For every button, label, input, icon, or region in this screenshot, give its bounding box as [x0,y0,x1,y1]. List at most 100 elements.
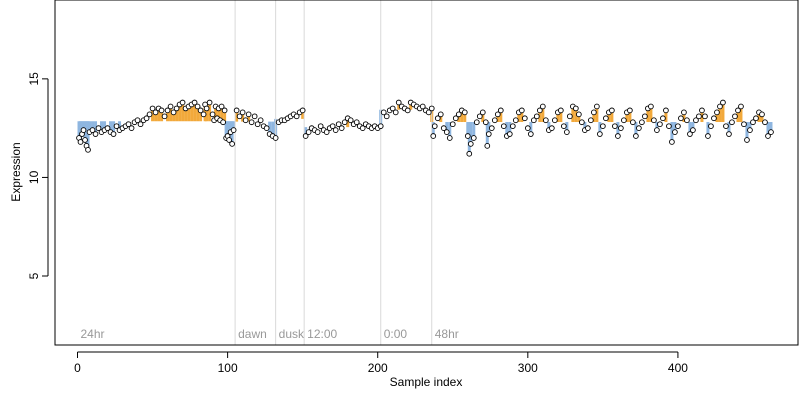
deviation-bar [193,102,197,122]
data-point [161,113,168,120]
deviation-bar [664,110,668,123]
data-point [693,117,699,124]
x-tick-label: 200 [368,361,388,375]
deviation-bar [706,122,710,137]
data-point [738,103,744,110]
data-point [717,103,723,110]
data-point [597,131,603,137]
data-point [338,125,345,131]
data-point [506,131,513,137]
data-point [461,109,468,116]
data-point [744,137,750,143]
data-point [137,121,144,128]
data-point [473,119,480,126]
data-point [332,127,339,133]
data-point [750,119,756,126]
deviation-bar [739,106,743,123]
deviation-bar [88,121,92,133]
deviation-bar [646,108,650,123]
data-point [158,107,165,114]
data-point [466,150,473,157]
data-point [720,99,726,106]
data-point [548,125,555,131]
x-axis-label: Sample index [390,375,463,389]
data-point [654,127,660,133]
deviation-bar [190,104,194,122]
data-point [82,137,88,143]
deviation-bar [160,110,164,122]
deviation-bar [91,121,95,131]
deviation-bar [628,110,632,123]
segment-label: 24hr [81,327,105,341]
deviation-bar [760,114,764,123]
data-point [729,119,735,126]
data-point [89,127,96,133]
data-point [110,131,117,137]
data-point [735,107,741,114]
deviation-bar [301,110,305,119]
data-point [431,123,438,130]
data-point [594,103,600,110]
deviation-bar [118,121,122,131]
data-point [143,115,150,122]
data-point [723,123,729,130]
deviation-bar [445,122,449,133]
data-point [191,99,198,106]
deviation-bar [688,122,692,135]
deviation-bar [466,122,470,137]
deviation-bar [769,122,773,133]
data-point [380,109,387,116]
data-point [242,117,249,124]
data-point [248,119,255,126]
x-tick-label: 0 [74,361,81,375]
deviation-bar [271,121,275,137]
deviation-bar [571,106,575,123]
deviation-bar [184,108,188,122]
deviation-bar [247,114,251,122]
deviation-bar [592,112,596,123]
data-point [197,107,204,114]
data-point [104,125,111,131]
deviation-bar [224,121,228,138]
deviation-bar [220,106,224,122]
deviation-bar [469,122,473,144]
data-point [95,125,102,131]
deviation-bar [397,102,401,110]
deviation-bar [448,122,452,138]
data-point [542,117,549,124]
x-tick-label: 400 [668,361,688,375]
data-point [80,127,87,133]
data-point [245,111,252,118]
deviation-bar [673,122,677,133]
data-point [200,111,207,118]
data-point [484,143,491,149]
deviation-bar [634,122,638,137]
deviation-bar [529,122,533,135]
deviation-bar [409,102,413,110]
plot-frame [54,0,799,346]
data-point [573,105,579,112]
data-point [389,105,396,112]
data-point [476,113,483,120]
data-point [579,119,585,126]
data-point [314,129,321,135]
segment-label: dawn [238,327,267,341]
deviation-bar [157,108,161,122]
data-point [152,109,159,116]
x-axis: 0 100 200 300 400 [74,351,688,375]
data-point [179,99,186,106]
data-point [512,117,519,124]
data-point [497,107,504,114]
data-point [317,123,324,130]
data-point [404,107,411,114]
data-point [699,107,705,114]
deviation-bar [178,104,182,122]
data-point [430,133,437,139]
deviation-bar [625,112,629,123]
deviation-bar [538,110,542,123]
data-point [530,117,537,124]
data-point [681,109,687,116]
data-point [395,99,402,106]
data-point [305,129,312,135]
deviation-bar [565,122,569,133]
